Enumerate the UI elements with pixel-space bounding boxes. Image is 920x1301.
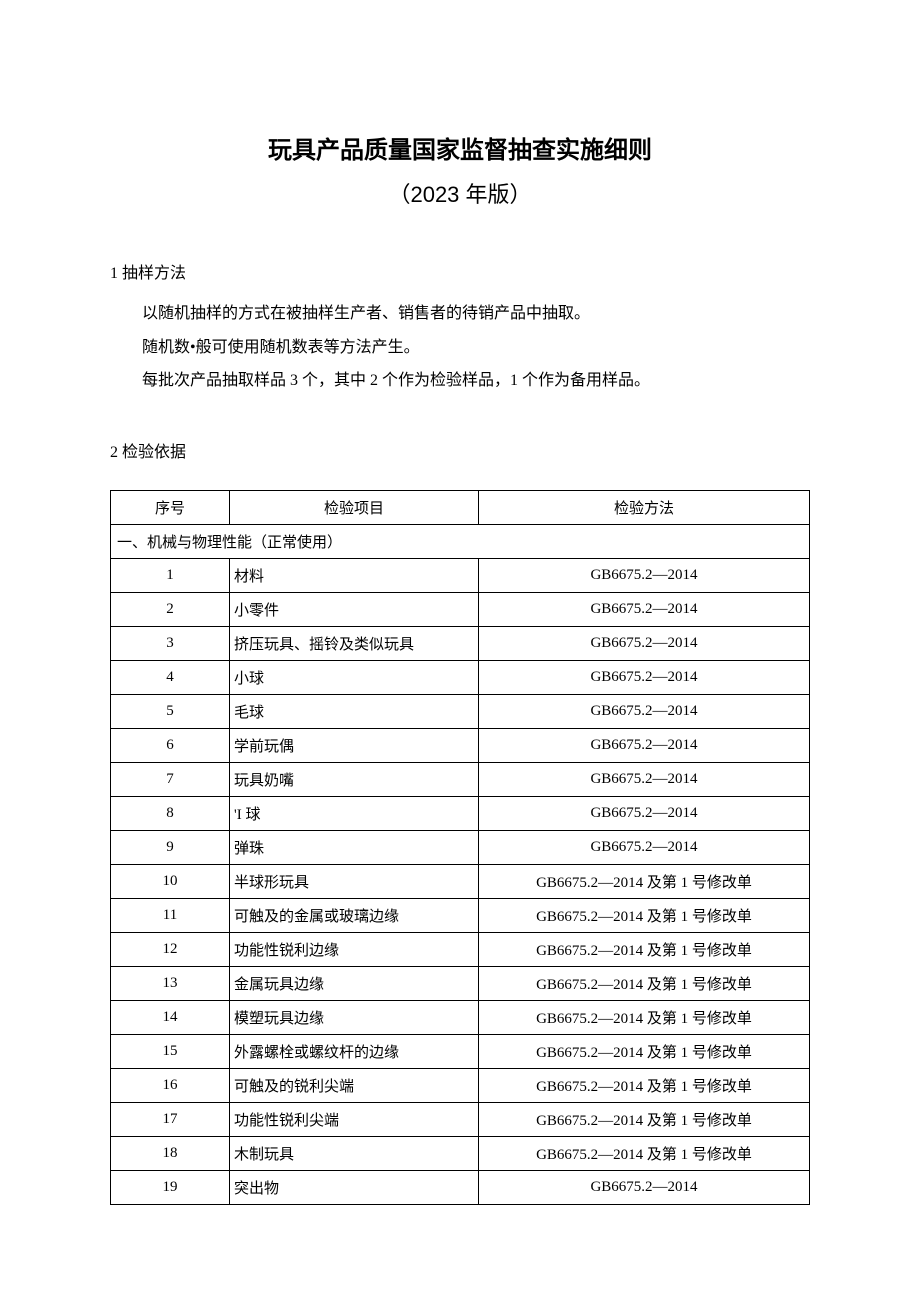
cell-method: GB6675.2—2014 及第 1 号修改单 [479, 1136, 810, 1170]
cell-index: 17 [111, 1102, 230, 1136]
section-1-heading: 1 抽样方法 [110, 259, 810, 283]
table-group-row: 一、机械与物理性能（正常使用） [111, 524, 810, 558]
cell-method: GB6675.2—2014 [479, 1170, 810, 1204]
cell-method: GB6675.2—2014 及第 1 号修改单 [479, 966, 810, 1000]
table-row: 12功能性锐利边缘GB6675.2—2014 及第 1 号修改单 [111, 932, 810, 966]
cell-index: 7 [111, 762, 230, 796]
cell-item: 材料 [230, 558, 479, 592]
cell-item: 外露螺栓或螺纹杆的边缘 [230, 1034, 479, 1068]
cell-index: 18 [111, 1136, 230, 1170]
cell-index: 14 [111, 1000, 230, 1034]
cell-method: GB6675.2—2014 及第 1 号修改单 [479, 1068, 810, 1102]
cell-index: 1 [111, 558, 230, 592]
table-row: 7玩具奶嘴GB6675.2—2014 [111, 762, 810, 796]
cell-method: GB6675.2—2014 [479, 592, 810, 626]
table-row: 18木制玩具GB6675.2—2014 及第 1 号修改单 [111, 1136, 810, 1170]
table-row: 10半球形玩具GB6675.2—2014 及第 1 号修改单 [111, 864, 810, 898]
inspection-basis-table: 序号 检验项目 检验方法 一、机械与物理性能（正常使用） 1材料GB6675.2… [110, 490, 810, 1205]
cell-method: GB6675.2—2014 及第 1 号修改单 [479, 1034, 810, 1068]
cell-item: 挤压玩具、摇铃及类似玩具 [230, 626, 479, 660]
section-1-paragraph-2: 随机数•般可使用随机数表等方法产生。 [110, 331, 810, 365]
table-row: 15外露螺栓或螺纹杆的边缘GB6675.2—2014 及第 1 号修改单 [111, 1034, 810, 1068]
section-1-paragraph-1: 以随机抽样的方式在被抽样生产者、销售者的待销产品中抽取。 [110, 297, 810, 331]
cell-item: 弹珠 [230, 830, 479, 864]
table-row: 9弹珠GB6675.2—2014 [111, 830, 810, 864]
cell-index: 15 [111, 1034, 230, 1068]
document-subtitle: （2023 年版） [110, 177, 810, 209]
cell-item: 小零件 [230, 592, 479, 626]
cell-item: 木制玩具 [230, 1136, 479, 1170]
cell-index: 9 [111, 830, 230, 864]
cell-index: 12 [111, 932, 230, 966]
cell-index: 8 [111, 796, 230, 830]
table-row: 8'I 球GB6675.2—2014 [111, 796, 810, 830]
cell-method: GB6675.2—2014 及第 1 号修改单 [479, 1000, 810, 1034]
table-row: 6学前玩偶GB6675.2—2014 [111, 728, 810, 762]
cell-method: GB6675.2—2014 [479, 762, 810, 796]
table-row: 1材料GB6675.2—2014 [111, 558, 810, 592]
cell-index: 2 [111, 592, 230, 626]
cell-index: 16 [111, 1068, 230, 1102]
header-index: 序号 [111, 490, 230, 524]
cell-method: GB6675.2—2014 [479, 660, 810, 694]
cell-index: 3 [111, 626, 230, 660]
title-block: 玩具产品质量国家监督抽查实施细则 （2023 年版） [110, 130, 810, 209]
cell-method: GB6675.2—2014 及第 1 号修改单 [479, 864, 810, 898]
table-row: 11可触及的金属或玻璃边缘GB6675.2—2014 及第 1 号修改单 [111, 898, 810, 932]
cell-item: 功能性锐利边缘 [230, 932, 479, 966]
cell-index: 13 [111, 966, 230, 1000]
cell-item: 可触及的锐利尖端 [230, 1068, 479, 1102]
cell-item: 'I 球 [230, 796, 479, 830]
table-row: 4小球GB6675.2—2014 [111, 660, 810, 694]
cell-item: 毛球 [230, 694, 479, 728]
cell-item: 玩具奶嘴 [230, 762, 479, 796]
section-1-paragraph-3: 每批次产品抽取样品 3 个，其中 2 个作为检验样品，1 个作为备用样品。 [110, 364, 810, 398]
cell-index: 4 [111, 660, 230, 694]
table-row: 5毛球GB6675.2—2014 [111, 694, 810, 728]
cell-method: GB6675.2—2014 及第 1 号修改单 [479, 1102, 810, 1136]
table-row: 16可触及的锐利尖端GB6675.2—2014 及第 1 号修改单 [111, 1068, 810, 1102]
cell-method: GB6675.2—2014 [479, 796, 810, 830]
cell-item: 突出物 [230, 1170, 479, 1204]
table-row: 13金属玩具边缘GB6675.2—2014 及第 1 号修改单 [111, 966, 810, 1000]
cell-item: 模塑玩具边缘 [230, 1000, 479, 1034]
cell-method: GB6675.2—2014 [479, 728, 810, 762]
header-item: 检验项目 [230, 490, 479, 524]
cell-index: 5 [111, 694, 230, 728]
table-row: 19突出物GB6675.2—2014 [111, 1170, 810, 1204]
cell-item: 可触及的金属或玻璃边缘 [230, 898, 479, 932]
table-row: 14模塑玩具边缘GB6675.2—2014 及第 1 号修改单 [111, 1000, 810, 1034]
table-row: 2小零件GB6675.2—2014 [111, 592, 810, 626]
cell-item: 小球 [230, 660, 479, 694]
table-header-row: 序号 检验项目 检验方法 [111, 490, 810, 524]
cell-index: 6 [111, 728, 230, 762]
cell-index: 19 [111, 1170, 230, 1204]
cell-method: GB6675.2—2014 [479, 626, 810, 660]
cell-method: GB6675.2—2014 [479, 830, 810, 864]
cell-method: GB6675.2—2014 及第 1 号修改单 [479, 932, 810, 966]
cell-index: 11 [111, 898, 230, 932]
cell-method: GB6675.2—2014 [479, 694, 810, 728]
cell-item: 功能性锐利尖端 [230, 1102, 479, 1136]
document-page: 玩具产品质量国家监督抽查实施细则 （2023 年版） 1 抽样方法 以随机抽样的… [0, 0, 920, 1265]
document-title: 玩具产品质量国家监督抽查实施细则 [110, 130, 810, 165]
header-method: 检验方法 [479, 490, 810, 524]
section-2-heading: 2 检验依据 [110, 438, 810, 462]
cell-item: 半球形玩具 [230, 864, 479, 898]
cell-method: GB6675.2—2014 及第 1 号修改单 [479, 898, 810, 932]
cell-item: 学前玩偶 [230, 728, 479, 762]
table-row: 17功能性锐利尖端GB6675.2—2014 及第 1 号修改单 [111, 1102, 810, 1136]
cell-method: GB6675.2—2014 [479, 558, 810, 592]
cell-item: 金属玩具边缘 [230, 966, 479, 1000]
cell-index: 10 [111, 864, 230, 898]
table-row: 3挤压玩具、摇铃及类似玩具GB6675.2—2014 [111, 626, 810, 660]
table-group-label: 一、机械与物理性能（正常使用） [111, 524, 810, 558]
